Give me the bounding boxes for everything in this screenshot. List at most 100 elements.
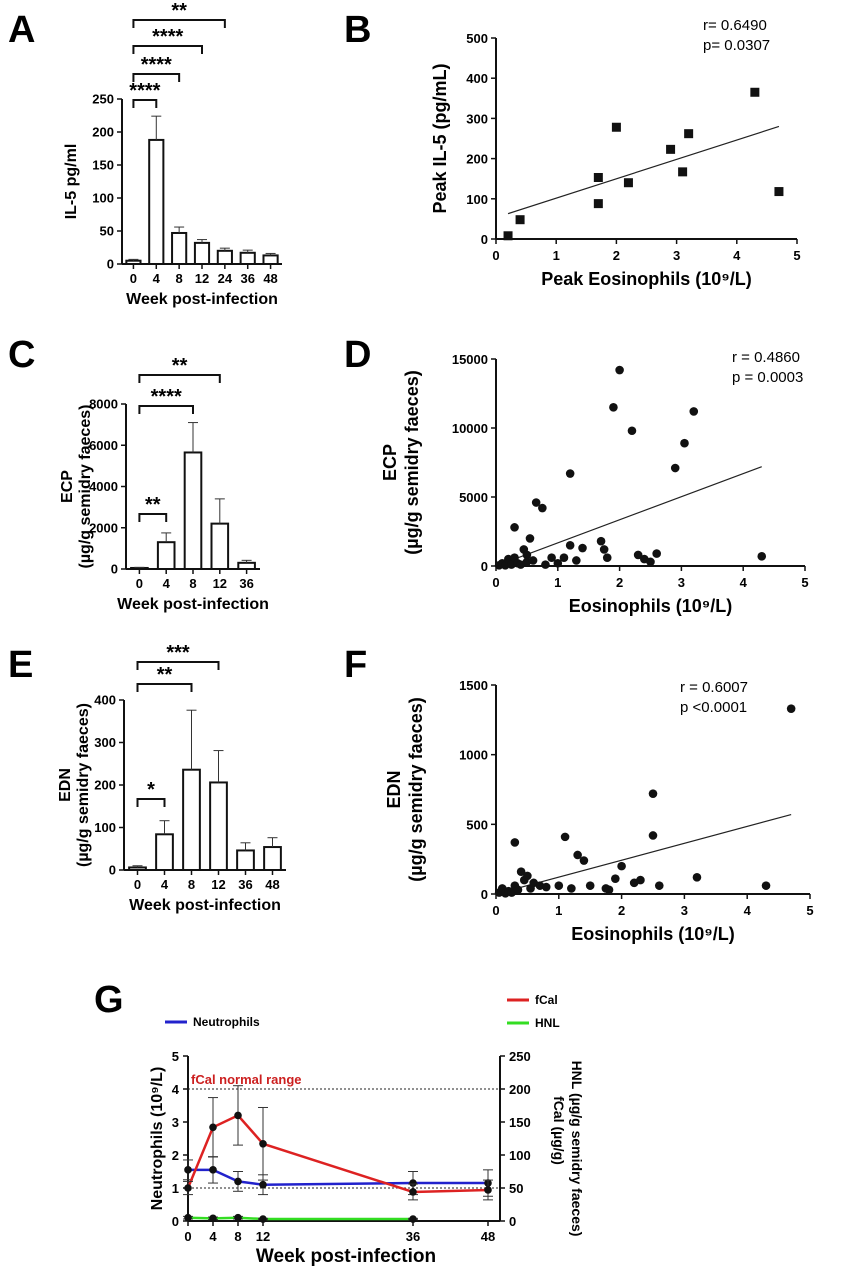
panel-letter-e: E xyxy=(8,644,33,686)
data-point-F xyxy=(654,881,664,890)
y-tick-label-C: 8000 xyxy=(89,397,118,412)
x-tick-label-D: 2 xyxy=(616,575,623,590)
significance-label-A: **** xyxy=(141,54,172,76)
data-point-D xyxy=(670,463,680,473)
y-tick-label-C: 2000 xyxy=(89,520,118,535)
data-point-B xyxy=(750,87,760,97)
stat-label-F: r = 0.6007 xyxy=(680,679,748,696)
data-point-fcal xyxy=(259,1139,267,1148)
data-point-F xyxy=(648,831,658,840)
x-tick-label-A: 12 xyxy=(195,271,209,286)
x-tick-label-D: 1 xyxy=(554,575,561,590)
data-point-D xyxy=(525,534,535,543)
data-point-F xyxy=(513,885,523,895)
x-tick-label-E: 36 xyxy=(238,877,252,892)
regression-line-F xyxy=(495,814,792,895)
data-point-B xyxy=(593,199,603,209)
y-axis-title-F: EDN xyxy=(384,770,404,808)
left-y-tick-label-G: 4 xyxy=(172,1082,180,1097)
normal-range-label-G: fCal normal range xyxy=(191,1072,302,1087)
significance-bracket-E xyxy=(136,683,193,692)
x-axis-title-C: Week post-infection xyxy=(117,596,269,613)
significance-bracket-A xyxy=(132,19,226,28)
y-axis-title-C: ECP xyxy=(59,470,76,503)
y-tick-label-D: 5000 xyxy=(459,490,488,505)
y-tick-label-D: 10000 xyxy=(452,421,488,436)
x-axis-title-B: Peak Eosinophils (10⁹/L) xyxy=(541,269,752,289)
y-tick-label-E: 200 xyxy=(94,778,116,793)
series-line-hnl xyxy=(187,1216,413,1221)
data-point-D xyxy=(680,438,689,448)
significance-bracket-E xyxy=(136,798,166,807)
significance-bracket-A xyxy=(132,73,181,82)
x-tick-label-F: 0 xyxy=(492,903,499,918)
data-point-D xyxy=(528,556,538,565)
bar-A xyxy=(148,138,165,265)
stat-label-F: p <0.0001 xyxy=(680,699,747,716)
data-point-D xyxy=(572,556,581,565)
significance-label-C: ** xyxy=(145,494,161,516)
data-point-fcal xyxy=(234,1111,242,1120)
y-tick-label-F: 1000 xyxy=(459,748,488,763)
x-tick-label-D: 5 xyxy=(801,575,808,590)
series-line-neutrophils xyxy=(188,1168,488,1186)
bar-C xyxy=(210,522,230,570)
data-point-D xyxy=(609,403,618,412)
significance-label-A: **** xyxy=(152,26,183,48)
x-tick-label-G: 12 xyxy=(256,1229,270,1244)
x-tick-label-G: 0 xyxy=(184,1229,191,1244)
data-point-B xyxy=(684,129,694,139)
stat-label-B: p= 0.0307 xyxy=(703,37,770,54)
panel-letter-d: D xyxy=(344,334,371,376)
y-tick-label-B: 500 xyxy=(466,31,488,46)
left-y-tick-label-G: 0 xyxy=(172,1214,179,1229)
significance-bracket-C xyxy=(138,374,221,383)
data-point-fcal xyxy=(484,1186,492,1194)
bar-E xyxy=(209,781,228,872)
data-point-hnl xyxy=(409,1215,417,1223)
data-point-D xyxy=(538,503,547,513)
right-y-tick-label-G: 0 xyxy=(509,1214,516,1229)
right-y-tick-label-G: 150 xyxy=(509,1115,531,1130)
bar-E xyxy=(155,833,174,871)
panel-letter-f: F xyxy=(344,644,367,686)
data-point-fcal xyxy=(184,1184,192,1192)
x-axis-title-E: Week post-infection xyxy=(129,897,281,914)
x-tick-label-F: 4 xyxy=(744,903,752,918)
data-point-D xyxy=(757,552,767,561)
panel-letter-a: A xyxy=(8,9,35,51)
y-tick-label-F: 0 xyxy=(481,887,488,902)
x-tick-label-G: 36 xyxy=(406,1229,420,1244)
data-point-D xyxy=(602,553,612,563)
data-point-F xyxy=(617,861,626,871)
significance-bracket-A xyxy=(132,45,203,54)
data-point-D xyxy=(531,498,541,507)
data-point-D xyxy=(578,543,587,553)
significance-bracket-C xyxy=(138,405,194,414)
x-tick-label-B: 3 xyxy=(673,248,680,263)
significance-bracket-C xyxy=(138,513,168,522)
y-tick-label-A: 150 xyxy=(92,158,114,173)
x-axis-title-G: Week post-infection xyxy=(256,1246,436,1267)
data-point-D xyxy=(541,560,550,569)
y-tick-label-B: 300 xyxy=(466,111,488,126)
bar-A xyxy=(171,231,188,265)
data-point-B xyxy=(623,178,633,188)
panel-letter-c: C xyxy=(8,334,35,376)
x-tick-label-G: 8 xyxy=(234,1229,241,1244)
x-tick-label-C: 4 xyxy=(163,576,171,591)
regression-line-B xyxy=(507,125,780,215)
left-y-tick-label-G: 2 xyxy=(172,1148,179,1163)
data-point-hnl xyxy=(259,1215,267,1223)
x-tick-label-D: 0 xyxy=(492,575,499,590)
y-tick-label-A: 250 xyxy=(92,92,114,107)
y-tick-label-D: 0 xyxy=(481,559,488,574)
significance-label-E: * xyxy=(147,779,155,801)
y-tick-label-A: 100 xyxy=(92,191,114,206)
y-tick-label-F: 1500 xyxy=(459,678,488,693)
y-axis-subtitle-E: (µg/g semidry faeces) xyxy=(75,703,92,867)
right-y-tick-label-G: 250 xyxy=(509,1049,531,1064)
bar-E xyxy=(236,849,255,872)
x-tick-label-F: 5 xyxy=(806,903,813,918)
